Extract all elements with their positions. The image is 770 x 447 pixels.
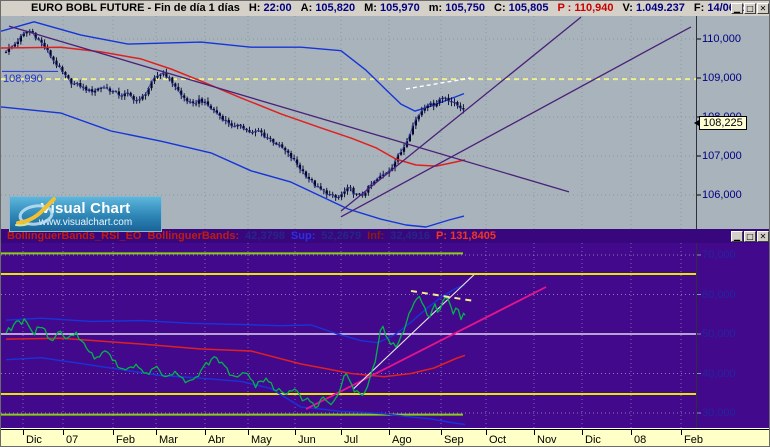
time-tick	[389, 430, 390, 435]
indicator-header-segment: 42,3798	[245, 230, 285, 242]
visualchart-swoosh-icon	[15, 197, 56, 227]
time-tick	[23, 430, 24, 435]
time-tick-label: Dic	[585, 434, 601, 446]
indicator-window-buttons: ▁ □ ✕	[731, 231, 769, 242]
logo-title: Visual Chart	[40, 199, 131, 217]
maximize-button[interactable]: □	[744, 231, 756, 242]
last-price-tag: 108,225	[694, 116, 747, 131]
time-tick	[441, 430, 442, 435]
maximize-button[interactable]: □	[744, 3, 756, 14]
time-tick	[341, 430, 342, 435]
time-tick-label: Oct	[489, 434, 507, 446]
time-tick-label: Ago	[392, 434, 412, 446]
window-title: EURO BOBL FUTURE - Fin de día 1 días	[31, 2, 240, 14]
time-tick	[582, 430, 583, 435]
time-tick-label: Jul	[344, 434, 359, 446]
indicator-axis-label: 70,000	[702, 249, 736, 261]
quote-field: M: 105,970	[364, 2, 420, 14]
close-button[interactable]: ✕	[757, 231, 769, 242]
logo-url[interactable]: www.visualchart.com	[38, 216, 133, 228]
minimize-button[interactable]: ▁	[731, 231, 743, 242]
time-tick-label: Jun	[298, 434, 316, 446]
time-tick	[63, 430, 64, 435]
minimize-button[interactable]: ▁	[731, 3, 743, 14]
indicator-axis-label: 50,000	[702, 328, 736, 340]
indicator-header-segment: BollinguerBands:	[147, 230, 240, 242]
price-chart[interactable]	[1, 16, 770, 229]
quote-field: C: 105,805	[494, 2, 549, 14]
indicator-header-segment: 32,4916	[390, 230, 431, 242]
time-tick	[681, 430, 682, 435]
indicator-header-segment: BollinguerBands_RSI_EO	[7, 230, 142, 242]
close-button[interactable]: ✕	[757, 3, 769, 14]
time-tick	[156, 430, 157, 435]
quote-field: A: 105,820	[300, 2, 356, 14]
time-axis: Dic 07 Feb Mar Abr May Jun Jul Ago Sep Oct Nov Dic 08…	[1, 429, 769, 446]
time-tick-label: May	[251, 434, 272, 446]
time-tick	[631, 430, 632, 435]
time-tick-label: 08	[634, 434, 647, 446]
time-tick	[486, 430, 487, 435]
window-buttons: ▁ □ ✕	[731, 3, 769, 14]
time-tick-label: 07	[66, 434, 79, 446]
visualchart-logo: Visual Chart www.visualchart.com	[9, 196, 162, 232]
time-tick-label: Abr	[208, 434, 226, 446]
indicator-header-segment: P: 131,8405	[436, 230, 496, 242]
time-tick	[205, 430, 206, 435]
price-line-label: 108,990	[3, 73, 43, 86]
quote-field: m: 105,750	[428, 2, 485, 14]
indicator-header-segment: Sup:	[290, 230, 316, 242]
indicator-titlebar[interactable]: BollinguerBands_RSI_EO BollinguerBands: 42…	[1, 229, 769, 243]
price-axis-label: 110,000	[702, 33, 741, 45]
time-tick	[248, 430, 249, 435]
tag-arrow-icon	[694, 120, 699, 127]
quote-field: P : 110,940	[557, 2, 614, 14]
time-tick	[534, 430, 535, 435]
indicator-chart[interactable]	[1, 243, 770, 429]
quote-field: V: 1.049.237	[622, 2, 685, 14]
time-tick-label: Mar	[159, 434, 178, 446]
candles	[4, 28, 465, 201]
last-price-value: 108,225	[703, 117, 743, 130]
indicator-axis-label: 60,000	[702, 288, 736, 301]
quote-values: H: 22:00 A: 105,820 M: 105,970 m: 105,750 C:…	[240, 2, 763, 14]
time-tick-label: Dic	[26, 434, 42, 446]
time-tick	[113, 430, 114, 435]
quote-field: H: 22:00	[248, 2, 292, 14]
indicator-header-segment: Inf:	[367, 230, 385, 242]
time-tick-label: Feb	[116, 434, 135, 446]
price-axis-label: 106,000	[702, 189, 742, 201]
time-tick-label: Nov	[537, 434, 557, 446]
indicator-header-segment: 52,2679	[321, 230, 362, 242]
price-axis-label: 109,000	[702, 72, 742, 84]
price-axis-label: 107,000	[702, 150, 742, 162]
time-tick-label: Feb	[684, 434, 703, 446]
time-tick	[295, 430, 296, 435]
time-tick-label: Sep	[444, 434, 464, 446]
indicator-axis-label: 30,000	[702, 407, 736, 419]
indicator-axis-label: 40,000	[702, 367, 736, 380]
price-chart-titlebar[interactable]: EURO BOBL FUTURE - Fin de día 1 días H: 2…	[1, 1, 769, 16]
indicator-header-text: BollinguerBands_RSI_EO BollinguerBands: 42…	[1, 230, 496, 242]
